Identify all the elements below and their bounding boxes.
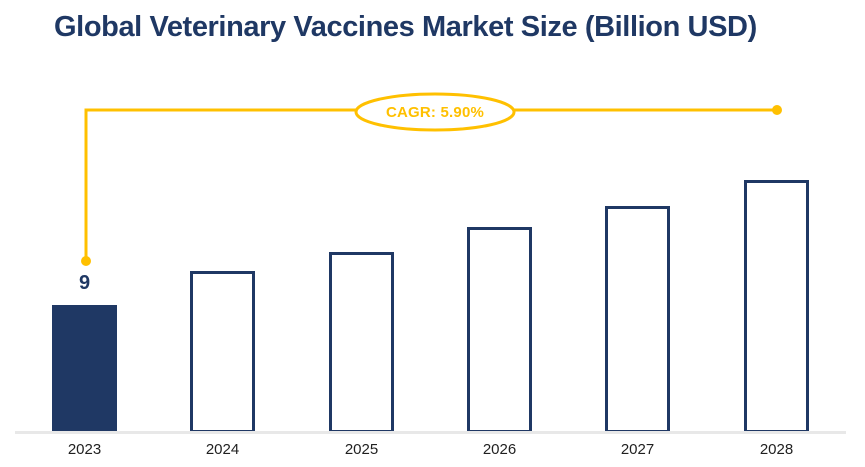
bar-2027: [605, 206, 670, 433]
x-axis-label-2028: 2028: [759, 441, 794, 458]
bar-2025: [329, 252, 394, 433]
value-label-2023: 9: [78, 272, 91, 294]
cagr-end-dot: [772, 105, 782, 115]
cagr-start-dot: [81, 256, 91, 266]
x-axis-label-2024: 2024: [205, 441, 240, 458]
bar-2023: [52, 305, 117, 433]
x-axis-label-2027: 2027: [620, 441, 655, 458]
bar-2024: [190, 271, 255, 433]
cagr-connector-line: [84, 108, 777, 259]
chart-title: Global Veterinary Vaccines Market Size (…: [54, 11, 757, 43]
bar-2026: [467, 227, 532, 433]
x-axis-line: [15, 431, 846, 434]
cagr-label: CAGR: 5.90%: [385, 104, 485, 121]
x-axis-label-2023: 2023: [67, 441, 102, 458]
x-axis-label-2026: 2026: [482, 441, 517, 458]
x-axis-label-2025: 2025: [344, 441, 379, 458]
bar-2028: [744, 180, 809, 433]
